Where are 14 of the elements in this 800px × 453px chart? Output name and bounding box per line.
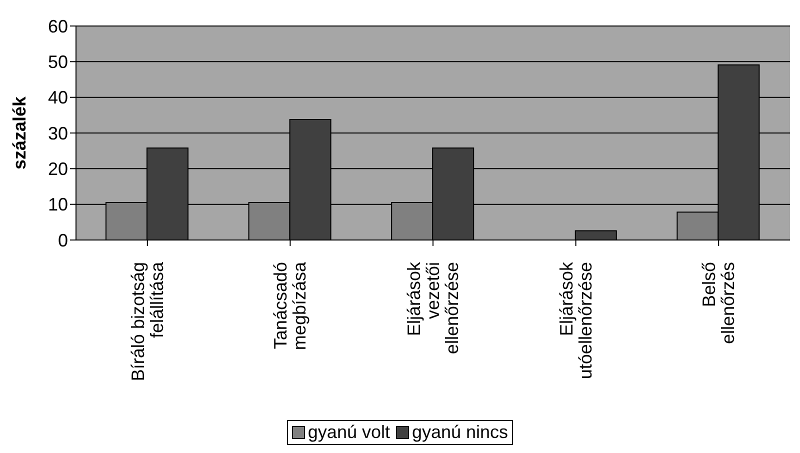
y-tick-label: 40 xyxy=(48,88,68,108)
y-tick-label: 50 xyxy=(48,52,68,72)
x-tick-label: Eljárások vezetői ellenőrzése xyxy=(404,261,462,354)
x-tick-label: Bíráló bizotság felállítása xyxy=(128,261,167,382)
y-axis-title: százalék xyxy=(9,95,30,170)
x-tick-label: Tanácsadó megbízása xyxy=(270,261,310,350)
y-tick-label: 20 xyxy=(48,159,68,180)
legend-label: gyanú nincs xyxy=(410,422,508,443)
y-tick-label: 10 xyxy=(48,194,68,215)
y-tick-label: 0 xyxy=(58,230,68,250)
x-tick-label: Belső ellenőrzés xyxy=(699,262,738,344)
y-tick-label: 60 xyxy=(48,16,68,36)
y-tick-label: 30 xyxy=(48,123,68,144)
legend-label: gyanú volt xyxy=(306,422,390,443)
